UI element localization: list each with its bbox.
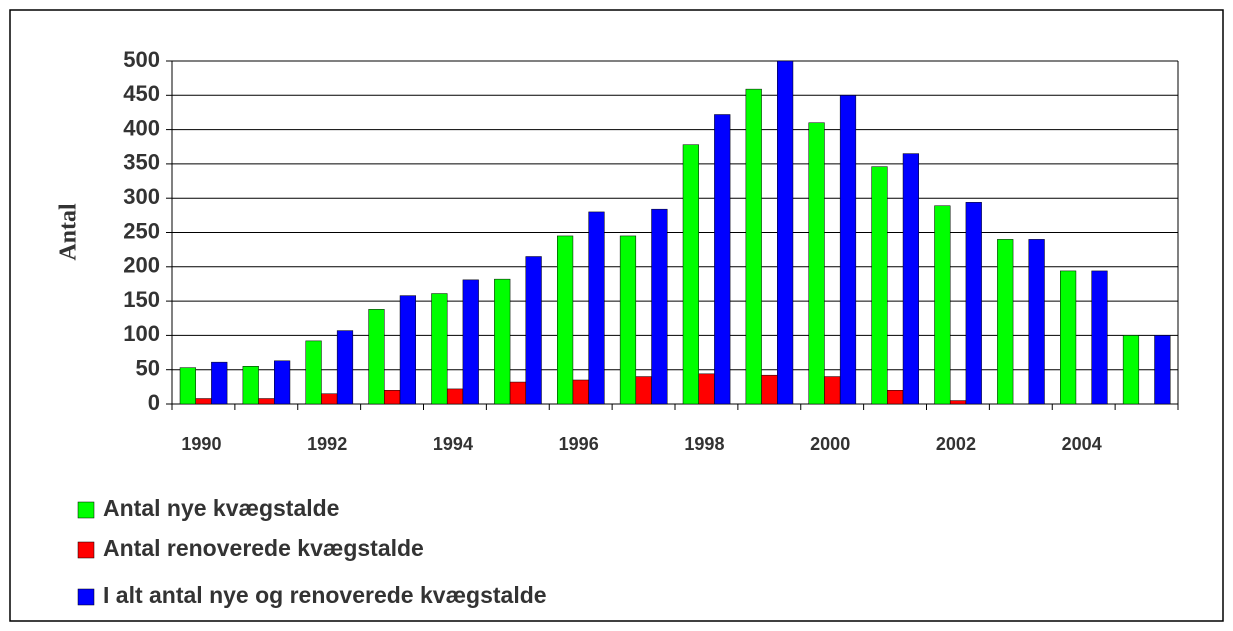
bar [745,88,762,405]
bar [619,235,637,405]
bar [934,205,951,405]
y-axis-label: Antal [56,203,82,261]
bar [1154,335,1171,405]
y-tick-label: 300 [123,184,160,209]
bar [651,208,668,405]
bar [399,295,416,405]
bar [824,376,841,405]
x-tick-label: 1996 [559,434,599,454]
bar [808,122,825,405]
bar [368,309,385,405]
bar [1122,335,1140,405]
bar [274,360,291,405]
x-tick-label: 2000 [810,434,850,454]
bar [446,388,464,405]
bar [431,293,448,405]
bar [305,340,322,405]
y-tick-label: 450 [123,81,160,106]
x-tick-label: 1998 [684,434,724,454]
legend-label: Antal renoverede kvægstalde [103,535,424,561]
x-tick-label: 1992 [307,434,347,454]
bar [211,361,228,405]
bar [1091,270,1108,405]
bar [761,374,778,405]
bar [258,398,275,405]
x-tick-label: 1990 [181,434,221,454]
y-tick-label: 400 [123,115,160,140]
bar [777,60,794,405]
y-tick-label: 350 [123,150,160,175]
bar [321,393,338,405]
legend-label: Antal nye kvægstalde [103,495,339,521]
bar [179,367,196,405]
legend-swatch [77,541,95,559]
bar [902,153,919,405]
bar [557,235,574,405]
y-tick-label: 150 [123,287,160,312]
bar [509,381,527,405]
legend-label: I alt antal nye og renoverede kvægstalde [103,582,547,608]
legend-swatch [77,588,95,606]
y-tick-label: 50 [136,356,160,381]
bar [384,390,401,405]
legend-swatch [77,501,95,519]
bar [525,256,542,405]
bar [965,202,982,405]
chart-frame [9,9,1224,622]
bar [572,379,589,405]
bar [871,166,888,405]
bar [1060,270,1077,405]
bar [462,279,479,405]
bar [839,95,857,405]
x-tick-label: 2004 [1062,434,1102,454]
bar [682,144,699,405]
bar [698,373,715,405]
bar [997,239,1014,405]
bar [1028,239,1045,405]
bar [242,366,259,405]
y-tick-label: 250 [123,218,160,243]
bar [949,400,967,405]
bar [336,330,354,405]
y-tick-label: 200 [123,253,160,278]
bar [588,211,605,405]
bar [195,398,212,405]
bar [714,114,731,405]
x-tick-label: 2002 [936,434,976,454]
x-tick-label: 1994 [433,434,473,454]
bar [494,278,511,405]
bar [635,376,652,405]
y-tick-label: 0 [148,390,160,415]
bar [887,390,904,405]
y-tick-label: 500 [123,47,160,72]
y-tick-label: 100 [123,321,160,346]
